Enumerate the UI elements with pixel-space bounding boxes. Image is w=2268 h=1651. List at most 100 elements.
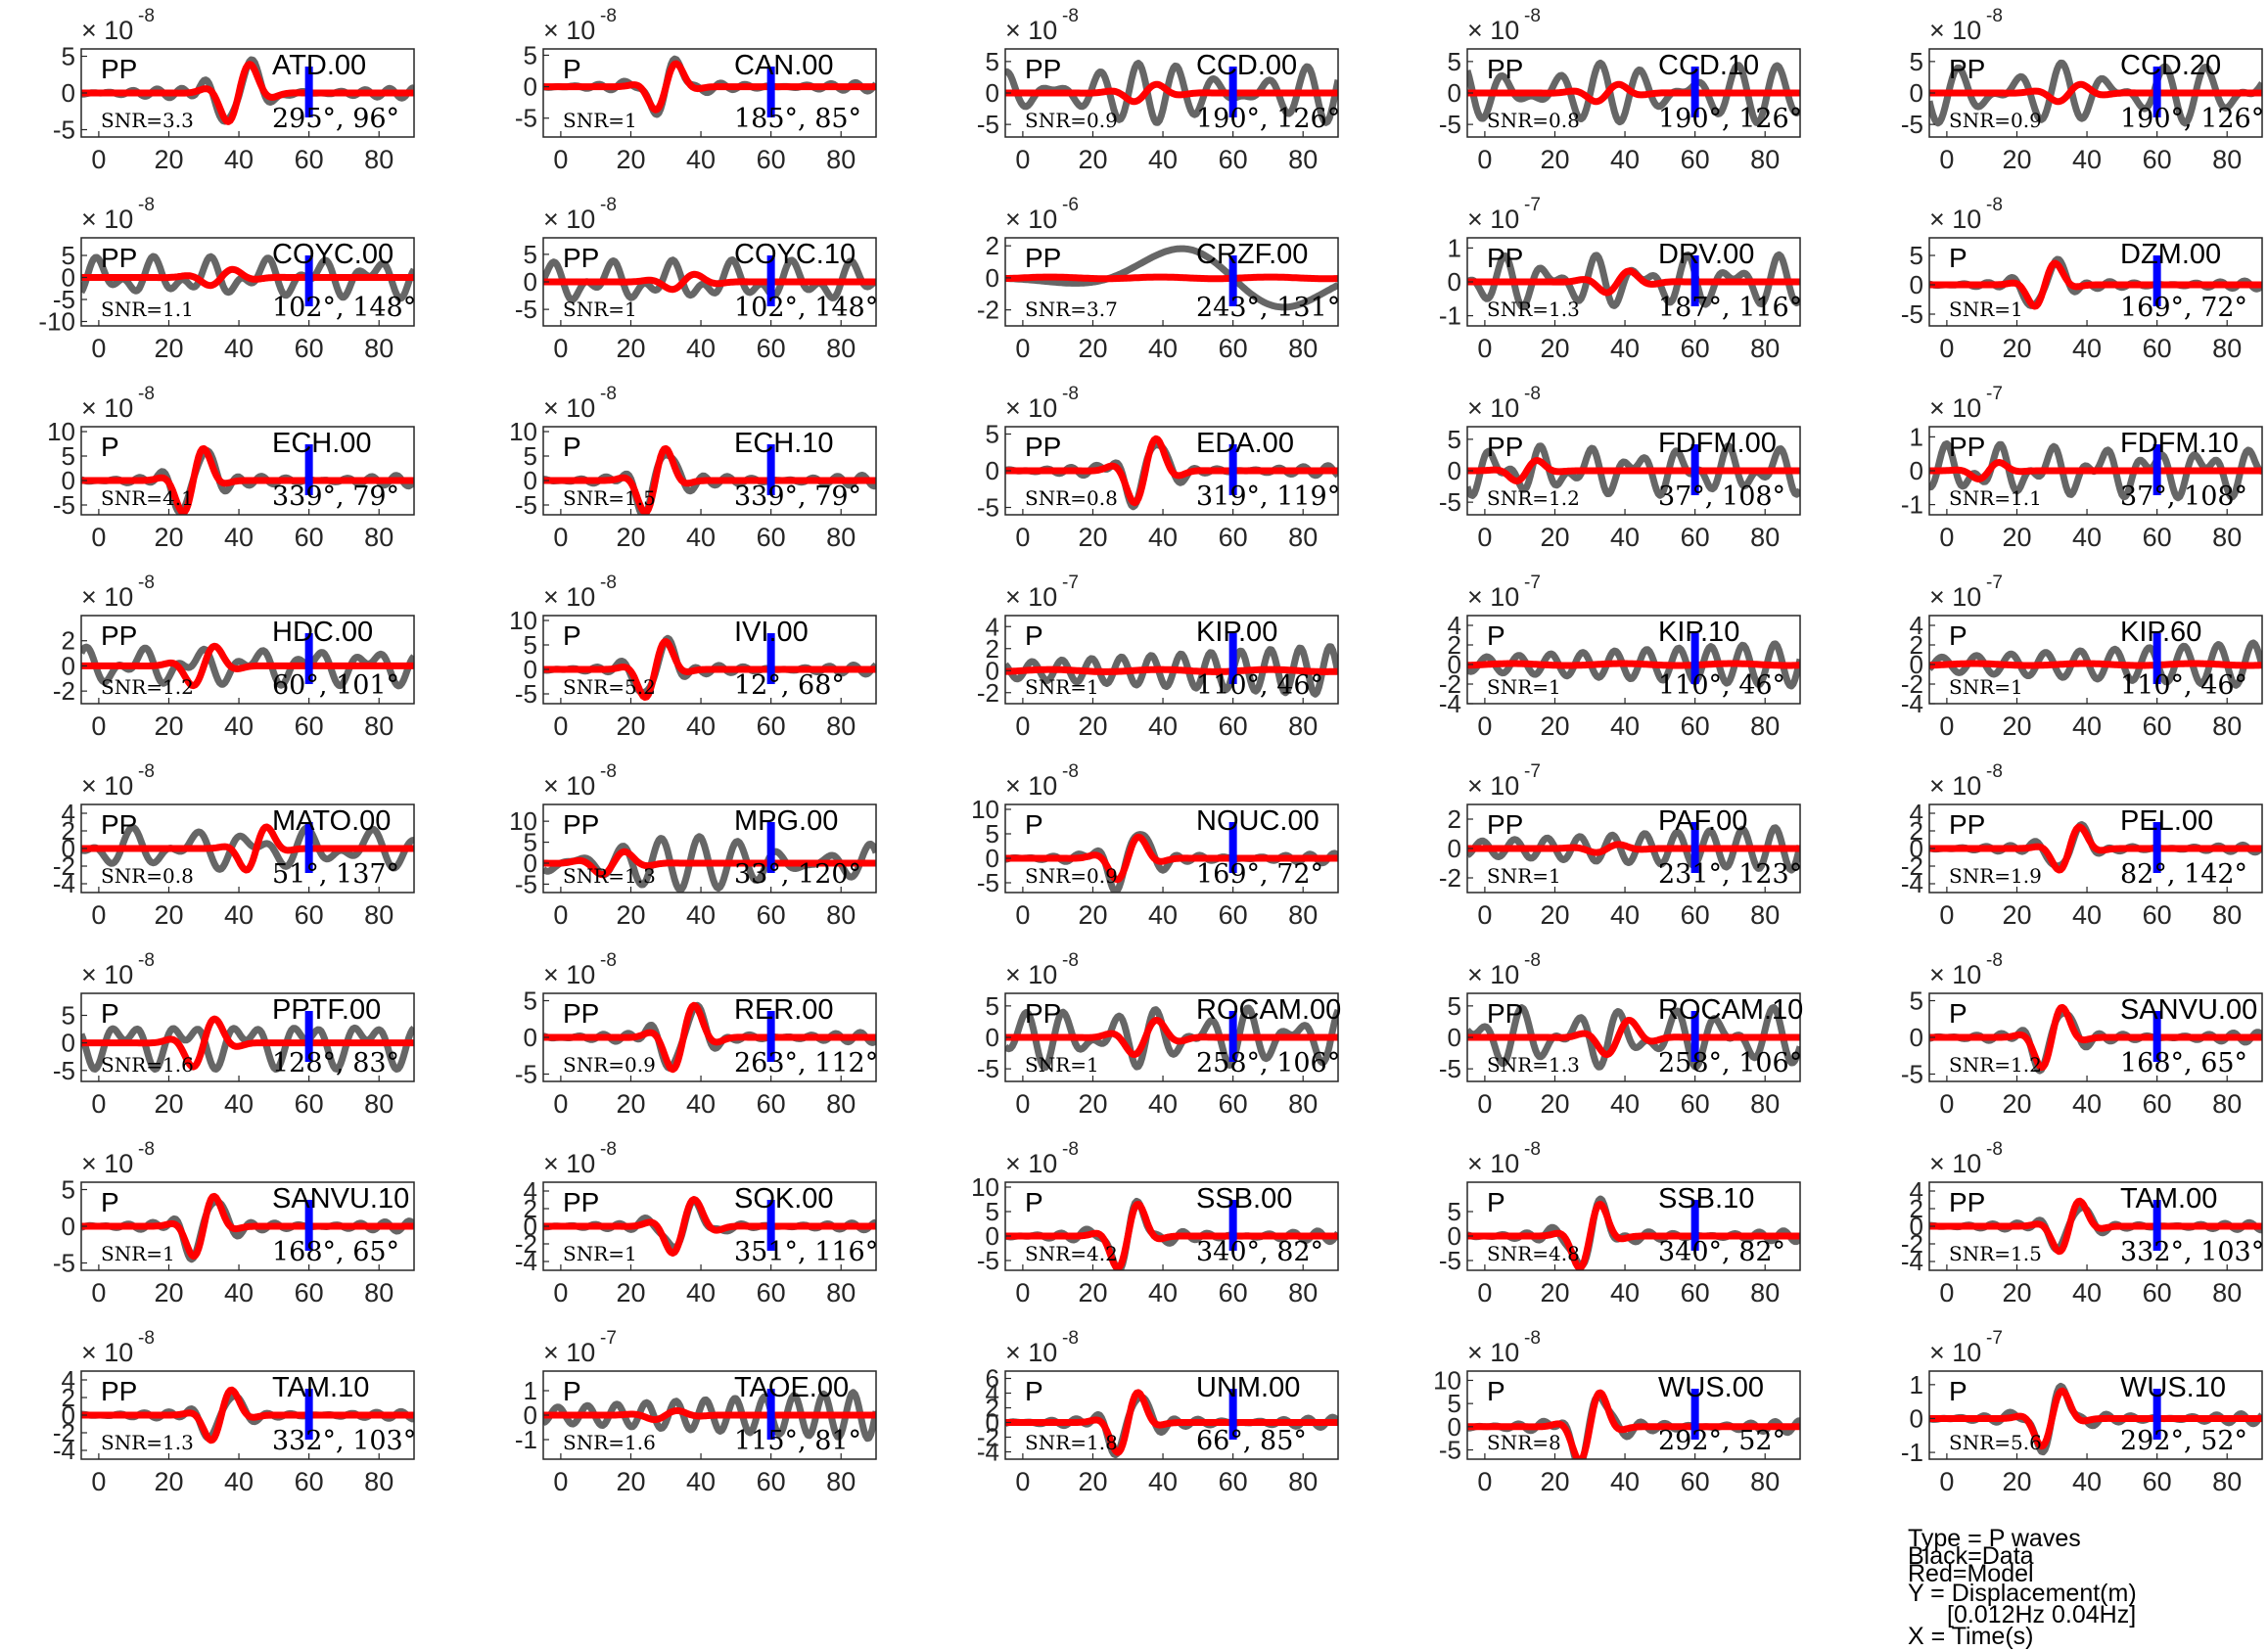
snr-label: SNR=1 [1949, 675, 2023, 699]
station-label: CCD.20 [2120, 50, 2221, 81]
x-tick-label: 80 [1750, 334, 1780, 363]
y-tick-label: 0 [524, 1023, 537, 1052]
snr-label: SNR=5.2 [563, 675, 656, 699]
model-trace-eda-00 [1005, 435, 1338, 507]
x-tick-label: 80 [364, 900, 393, 930]
angles-label: 190°, 126° [1658, 104, 1802, 134]
y-scale-exponent: -8 [138, 195, 155, 215]
x-tick-label: 0 [91, 1278, 106, 1307]
y-tick-label: 0 [524, 1400, 537, 1430]
station-label: IVI.00 [734, 617, 809, 648]
x-tick-label: 20 [2002, 1278, 2031, 1307]
x-tick-label: 60 [757, 334, 786, 363]
phase-label: P [101, 1187, 119, 1217]
y-tick-label: -1 [1901, 1438, 1923, 1467]
x-tick-label: 80 [1288, 1467, 1318, 1496]
y-tick-label: -5 [515, 490, 537, 520]
y-tick-label: 5 [524, 986, 537, 1016]
phase-label: PP [563, 1187, 599, 1217]
x-tick-label: 60 [1219, 334, 1248, 363]
y-tick-label: 2 [986, 634, 999, 664]
data-trace-rocam-10 [1467, 1004, 1800, 1071]
y-tick-label: 2 [524, 1194, 537, 1223]
y-tick-label: 0 [524, 466, 537, 495]
x-tick-label: 20 [1078, 1467, 1107, 1496]
y-tick-label: 0 [62, 78, 75, 108]
station-label: ROCAM.10 [1658, 994, 1803, 1026]
x-tick-label: 80 [826, 334, 856, 363]
y-scale-exponent: -8 [138, 1328, 155, 1349]
model-trace-rocam-00 [1005, 1017, 1338, 1058]
x-tick-label: 20 [1540, 1278, 1569, 1307]
x-tick-label: 40 [1610, 1278, 1640, 1307]
x-tick-label: 0 [1939, 1278, 1954, 1307]
model-trace-ccd-10 [1467, 80, 1800, 106]
axes-box-ech-00 [80, 426, 415, 516]
angles-label: 340°, 82° [1196, 1237, 1323, 1267]
snr-label: SNR=1 [563, 109, 637, 132]
model-trace-fdfm-00 [1467, 457, 1800, 484]
x-tick-label: 60 [2143, 1089, 2172, 1119]
y-tick-label: 5 [1448, 1389, 1461, 1418]
x-tick-label: 40 [686, 1467, 716, 1496]
y-tick-label: 5 [524, 630, 537, 660]
x-tick-label: 60 [1681, 1089, 1710, 1119]
legend-band: [0.012Hz 0.04Hz] [1947, 1601, 2137, 1628]
y-scale-label: × 10 [1929, 16, 1981, 45]
x-tick-label: 60 [1219, 900, 1248, 930]
x-tick-label: 80 [2212, 334, 2242, 363]
y-tick-label: -5 [977, 1246, 999, 1275]
y-tick-label: -4 [977, 1438, 999, 1467]
model-trace-paf-00 [1467, 841, 1800, 856]
x-tick-label: 80 [364, 711, 393, 741]
model-trace-sanvu-00 [1929, 1003, 2262, 1072]
snr-label: SNR=4.2 [1025, 1242, 1118, 1265]
x-tick-label: 80 [1288, 711, 1318, 741]
x-tick-label: 0 [91, 900, 106, 930]
model-trace-pel-00 [1929, 823, 2262, 874]
station-label: WUS.10 [2120, 1372, 2226, 1403]
y-tick-label: -2 [53, 1418, 75, 1447]
x-tick-label: 40 [686, 900, 716, 930]
y-tick-label: -4 [53, 869, 75, 898]
y-tick-label: -5 [53, 1056, 75, 1085]
y-tick-label: -2 [1901, 1229, 1923, 1259]
phase-label: P [1949, 1376, 1967, 1406]
x-tick-label: 60 [295, 523, 324, 552]
y-scale-exponent: -8 [600, 573, 617, 593]
angles-label: 37°, 108° [2120, 482, 2247, 512]
model-trace-kip-60 [1929, 660, 2262, 669]
y-scale-exponent: -8 [138, 6, 155, 26]
y-tick-label: 1 [1910, 1370, 1923, 1399]
snr-label: SNR=1.2 [1949, 1053, 2042, 1077]
angles-label: 258°, 106° [1196, 1048, 1340, 1078]
y-tick-label: -1 [515, 1425, 537, 1454]
model-trace-rer-00 [543, 1001, 876, 1074]
y-scale-label: × 10 [1467, 16, 1519, 45]
x-tick-label: 60 [757, 523, 786, 552]
x-tick-label: 40 [1148, 711, 1178, 741]
y-scale-exponent: -7 [1986, 573, 2003, 593]
x-tick-label: 20 [616, 1089, 645, 1119]
y-scale-label: × 10 [1467, 1338, 1519, 1367]
x-tick-label: 20 [154, 900, 183, 930]
snr-label: SNR=0.9 [1025, 109, 1118, 132]
axes-box-kip-00 [1004, 615, 1339, 705]
y-scale-exponent: -7 [1524, 573, 1541, 593]
x-tick-label: 0 [553, 1278, 568, 1307]
y-tick-label: 0 [1910, 1023, 1923, 1052]
angles-label: 51°, 137° [272, 859, 399, 890]
angles-label: 295°, 96° [272, 104, 399, 134]
snr-label: SNR=4.1 [101, 486, 194, 510]
phase-label: P [1025, 620, 1043, 651]
x-tick-label: 80 [2212, 145, 2242, 174]
x-tick-label: 20 [154, 334, 183, 363]
station-label: FDFM.10 [2120, 428, 2239, 459]
axes-box-wus-00 [1466, 1370, 1801, 1460]
phase-label: PP [1949, 809, 1985, 840]
x-tick-label: 0 [1015, 900, 1030, 930]
x-tick-label: 80 [826, 900, 856, 930]
y-tick-label: 4 [1448, 611, 1461, 640]
snr-label: SNR=1.2 [101, 675, 194, 699]
phase-label: P [1025, 809, 1043, 840]
